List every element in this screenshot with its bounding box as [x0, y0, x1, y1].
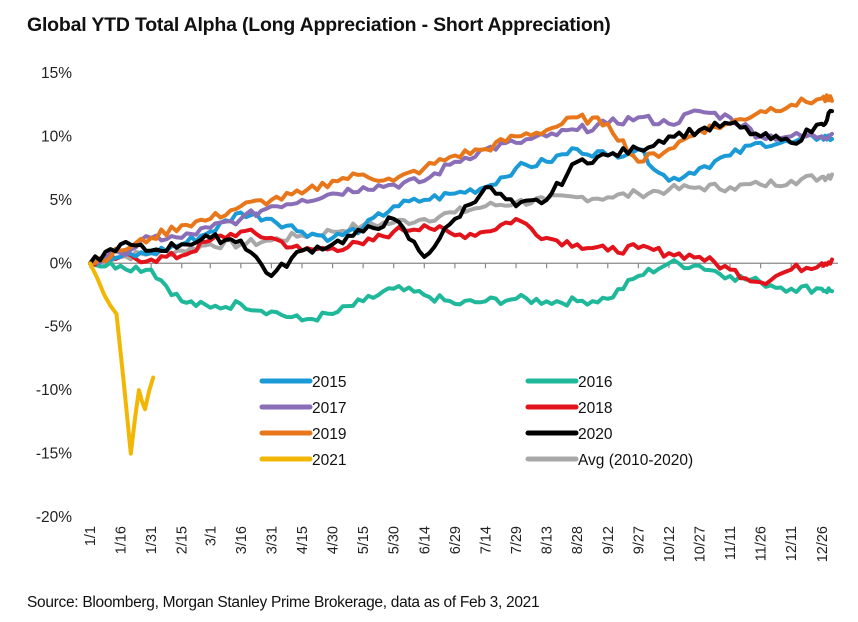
x-tick-label: 5/30: [387, 526, 403, 554]
x-tick-label: 5/15: [356, 526, 372, 554]
legend-item: Avg (2010-2020): [525, 452, 693, 469]
x-tick-label: 1/31: [144, 526, 160, 554]
y-tick-label: -5%: [44, 319, 72, 336]
legend-label: Avg (2010-2020): [578, 452, 693, 469]
y-tick-label: 10%: [41, 128, 72, 145]
x-tick-label: 3/16: [234, 526, 250, 554]
x-tick-label: 11/11: [723, 526, 739, 560]
x-axis: 1/1 1/16 1/31 2/15 3/1 3/16 3/31 4/15 4/30 5/15 5/…: [83, 262, 838, 562]
x-tick-label: 2/15: [175, 526, 191, 554]
legend-item: 2017: [259, 400, 346, 417]
legend-label: 2020: [578, 426, 613, 443]
series-line-avg-2010-2020: [88, 172, 834, 266]
legend-item: 2015: [259, 374, 346, 391]
x-tick-label: 11/26: [754, 526, 770, 561]
x-tick-label: 8/28: [570, 526, 586, 554]
x-tick-label: 10/27: [693, 526, 709, 562]
legend-item: 2021: [259, 452, 346, 469]
legend-item: 2016: [525, 374, 612, 391]
y-tick-label: 0%: [50, 255, 73, 272]
y-tick-label: -20%: [36, 509, 72, 526]
legend-item: 2019: [259, 426, 346, 443]
x-tick-label: 3/1: [203, 526, 219, 546]
legend-label: 2019: [312, 426, 346, 443]
x-tick-label: 12/26: [815, 526, 831, 562]
x-tick-label: 6/14: [417, 526, 433, 554]
x-tick-label: 9/27: [631, 526, 647, 554]
legend-label: 2018: [578, 400, 612, 417]
legend-item: 2020: [525, 426, 613, 443]
legend-label: 2017: [312, 400, 346, 417]
x-tick-label: 3/31: [264, 526, 280, 554]
legend-label: 2016: [578, 374, 612, 391]
x-tick-label: 7/14: [478, 526, 494, 554]
series-lines: [88, 93, 834, 456]
x-tick-label: 8/13: [540, 526, 556, 554]
legend: 2015 2016 2017 2018 2019 2020 2021 Avg (2010-20…: [259, 374, 693, 469]
y-tick-label: -10%: [36, 382, 72, 399]
source-note: Source: Bloomberg, Morgan Stanley Prime …: [27, 594, 540, 611]
x-tick-label: 9/12: [601, 526, 617, 554]
x-tick-label: 6/29: [448, 526, 464, 554]
x-tick-label: 1/1: [83, 526, 99, 546]
x-tick-label: 4/15: [295, 526, 311, 554]
y-tick-label: 15%: [41, 65, 72, 82]
y-axis: 15% 10% 5% 0% -5% -10% -15% -20%: [36, 65, 72, 526]
legend-item: 2018: [525, 400, 612, 417]
y-tick-label: -15%: [36, 446, 72, 463]
series-line-2015: [88, 133, 834, 266]
chart-title: Global YTD Total Alpha (Long Appreciatio…: [27, 14, 611, 36]
series-line-2016: [88, 258, 834, 323]
x-tick-label: 7/29: [509, 526, 525, 554]
x-tick-label: 1/16: [114, 526, 130, 554]
x-tick-label: 4/30: [326, 526, 342, 554]
x-tick-label: 12/11: [784, 526, 800, 561]
series-line-2021: [88, 261, 156, 456]
x-tick-label: 10/12: [662, 526, 678, 562]
legend-label: 2021: [312, 452, 346, 469]
series-line-2020: [88, 108, 834, 278]
y-tick-label: 5%: [50, 192, 73, 209]
series-line-2017: [88, 108, 834, 266]
legend-label: 2015: [312, 374, 346, 391]
